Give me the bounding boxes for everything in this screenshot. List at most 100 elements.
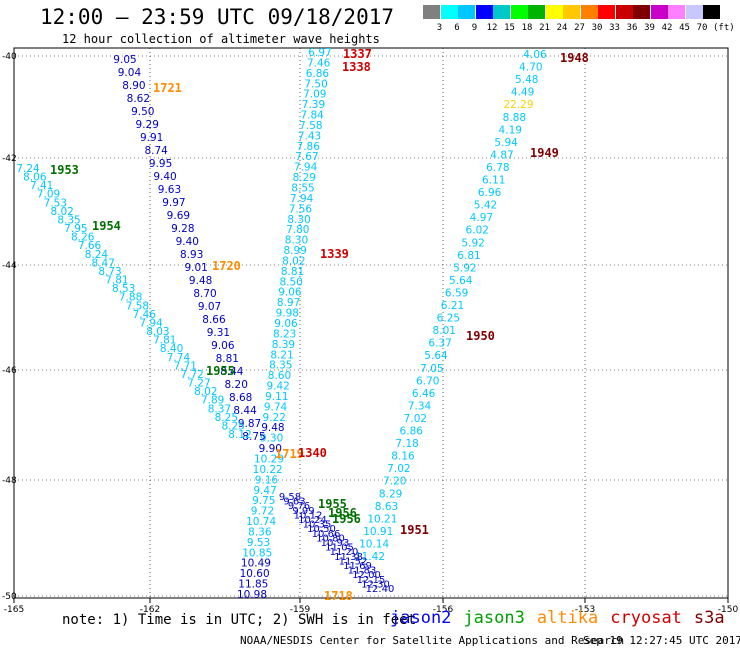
wave-height-value: 8.62: [127, 93, 150, 105]
wave-height-value: 8.81: [216, 353, 239, 365]
wave-height-value: 10.29: [254, 454, 284, 466]
footer-note: note: 1) Time is in UTC; 2) SWH is in fe…: [62, 612, 417, 628]
wave-height-value: 9.22: [263, 412, 286, 424]
time-label: 1956: [328, 506, 357, 520]
wave-height-value: 5.92: [461, 237, 484, 249]
lon-label: -159: [290, 605, 311, 615]
wave-height-value: 8.93: [180, 249, 203, 261]
wave-height-value: 7.94: [294, 162, 318, 174]
wave-height-value: 7.34: [408, 400, 432, 412]
credit-text: NOAA/NESDIS Center for Satellite Applica…: [240, 634, 625, 647]
legend-swatch: [615, 5, 633, 19]
time-label: 1955: [318, 497, 347, 511]
time-label: 1950: [466, 329, 495, 343]
legend-swatch: [528, 5, 545, 19]
wave-height-value: 8.50: [280, 276, 303, 288]
wave-height-value: 8.36: [248, 526, 272, 538]
wave-height-value: 4.97: [470, 212, 493, 224]
legend-label: 45: [679, 23, 690, 33]
lon-label: -150: [718, 605, 739, 615]
wave-height-value: 8.74: [144, 145, 168, 157]
wave-height-value: 8.66: [202, 314, 226, 326]
wave-height-value: 9.69: [167, 210, 190, 222]
wave-height-value: 6.78: [486, 162, 509, 174]
wave-height-value: 9.91: [140, 132, 163, 144]
wave-height-value: 6.25: [437, 313, 460, 325]
wave-height-value: 8.01: [433, 325, 456, 337]
legend-label: 39: [644, 23, 655, 33]
wave-height-value: 11.05: [325, 543, 354, 554]
wave-height-value: 8.90: [122, 80, 145, 92]
wave-height-value: 8.81: [281, 266, 304, 278]
wave-height-value: 10.24: [298, 515, 327, 526]
time-label: 1949: [530, 146, 559, 160]
wave-height-value: 10.22: [253, 464, 283, 476]
wave-height-value: 4.06: [523, 49, 547, 61]
lat-label: -48: [2, 476, 17, 486]
wave-height-value: 9.58: [279, 492, 301, 503]
wave-height-value: 6.86: [306, 68, 330, 80]
wave-height-value: 10.49: [241, 558, 271, 570]
wave-height-value: 22.29: [503, 99, 533, 111]
wave-height-value: 8.70: [193, 288, 216, 300]
wave-height-value: 6.46: [412, 388, 436, 400]
wave-height-value: 8.73: [98, 266, 121, 278]
legend-label: 18: [521, 23, 533, 33]
wave-height-value: 8.21: [270, 349, 293, 361]
wave-height-value: 4.70: [519, 62, 542, 74]
wave-height-value: 7.56: [289, 203, 313, 215]
legend-label: 70: [696, 23, 708, 33]
wave-height-value: 8.40: [160, 343, 183, 355]
wave-height-value: 4.19: [499, 124, 522, 136]
wave-height-value: 8.23: [273, 328, 296, 340]
satellite-jason3: jason3: [463, 608, 525, 628]
wave-height-value: 8.24: [85, 249, 109, 261]
wave-height-value: 7.43: [298, 130, 321, 142]
time-label: 1340: [298, 446, 327, 460]
wave-height-value: 8.06: [23, 172, 47, 184]
wave-height-value: 7.94: [290, 193, 314, 205]
wave-height-value: 8.35: [57, 214, 80, 226]
wave-height-value: 9.06: [278, 287, 302, 299]
wave-height-value: 5.64: [449, 275, 473, 287]
wave-height-value: 5.42: [474, 200, 497, 212]
wave-height-value: 10.12: [294, 510, 323, 521]
legend-swatch: [440, 5, 458, 19]
wave-height-value: 8.37: [208, 403, 231, 415]
wave-height-value: 5.48: [515, 74, 538, 86]
lat-label: -44: [2, 261, 17, 271]
wave-height-value: 8.39: [272, 339, 295, 351]
time-label: 1954: [92, 219, 121, 233]
wave-height-value: 7.18: [395, 438, 418, 450]
wave-height-value: 9.99: [292, 506, 314, 517]
time-label: 1720: [212, 259, 241, 273]
legend-swatch: [598, 5, 615, 19]
wave-height-value: 11.38: [334, 552, 363, 563]
wave-height-value: 11.69: [343, 561, 372, 572]
wave-height-value: 10.21: [367, 513, 397, 525]
wave-height-value: 10.80: [316, 533, 345, 544]
wave-height-value: 8.16: [391, 451, 415, 463]
map-frame: [13, 47, 729, 599]
wave-height-value: 12.40: [366, 584, 395, 595]
wave-height-value: 5.92: [453, 262, 476, 274]
chart-subtitle: 12 hour collection of altimeter wave hei…: [62, 32, 380, 46]
wave-height-value: 8.29: [379, 488, 402, 500]
legend-label: 21: [539, 23, 550, 33]
wave-height-value: 7.05: [420, 363, 443, 375]
wave-height-value: 8.63: [375, 501, 398, 513]
wave-height-value: 10.93: [321, 538, 350, 549]
satellite-altika: altika: [536, 608, 599, 628]
legend-label: 9: [471, 23, 478, 33]
legend-swatch: [650, 5, 668, 19]
wave-height-value: 12.30: [361, 579, 390, 590]
wave-height-value: 7.89: [201, 395, 224, 407]
wave-height-value: 9.06: [274, 318, 298, 330]
wave-height-value: 10.85: [242, 547, 272, 559]
legend-label: 30: [591, 23, 603, 33]
wave-height-value: 9.07: [198, 301, 221, 313]
wave-height-value: 11.83: [348, 566, 377, 577]
satellite-s3a: s3a: [693, 608, 725, 628]
wave-height-value: 9.98: [276, 308, 299, 320]
wave-height-value: 8.53: [112, 283, 135, 295]
